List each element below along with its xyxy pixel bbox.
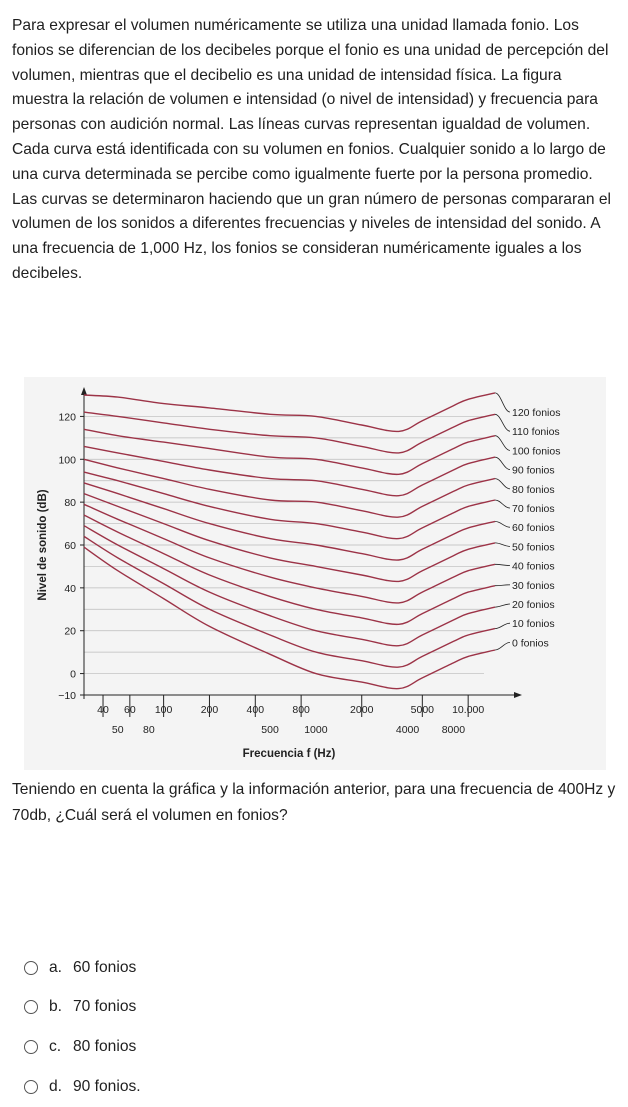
y-tick-label: 40 <box>64 583 76 595</box>
x-tick-label: 60 <box>124 704 136 716</box>
option-a[interactable]: a. 60 fonios <box>24 948 141 988</box>
x-tick-label: 500 <box>261 724 279 736</box>
loudness-curve <box>83 471 496 540</box>
option-b-letter: b. <box>49 998 63 1016</box>
curve-label: 100 fonios <box>512 445 560 457</box>
option-c-letter: c. <box>49 1037 62 1055</box>
curve-leader-line <box>494 584 511 587</box>
curve-leader-line <box>494 499 511 509</box>
option-c-radio[interactable] <box>24 1039 38 1054</box>
y-axis-arrow <box>81 387 87 395</box>
curve-label: 60 fonios <box>512 522 555 534</box>
x-tick-label: 50 <box>112 724 124 736</box>
curve-label: 80 fonios <box>512 484 555 496</box>
x-tick-label: 800 <box>292 704 310 716</box>
loudness-curve <box>83 535 496 668</box>
x-tick-label: 10.000 <box>452 704 484 716</box>
loudness-curve <box>83 428 496 476</box>
y-tick-label: 60 <box>64 540 76 552</box>
curve-leader-line <box>494 392 511 413</box>
loudness-curve <box>83 482 496 561</box>
option-a-radio[interactable] <box>24 960 38 975</box>
y-tick-label: 100 <box>58 454 76 466</box>
loudness-curve <box>83 445 496 497</box>
loudness-curve <box>83 525 496 647</box>
curve-leader-line <box>494 478 511 490</box>
x-tick-label: 4000 <box>396 724 420 736</box>
y-axis-title: Nivel de sonido (dB) <box>37 489 49 600</box>
option-b[interactable]: b. 70 fonios <box>24 988 141 1028</box>
x-tick-label: 8000 <box>442 724 466 736</box>
option-d-label: 90 fonios. <box>73 1077 141 1095</box>
option-d-letter: d. <box>49 1077 63 1095</box>
loudness-curve <box>83 492 496 583</box>
equal-loudness-chart: 120 100 80 60 40 20 0 −10 40 60 100 200 400 800 2000 50… <box>24 377 606 770</box>
curve-leader-line <box>494 622 511 629</box>
x-tick-label: 400 <box>247 704 265 716</box>
curve-label: 10 fonios <box>512 618 555 630</box>
curve-label: 40 fonios <box>512 561 555 573</box>
y-tick-label: −10 <box>58 690 76 702</box>
curve-leader-line <box>494 456 511 470</box>
x-tick-label: 80 <box>143 724 155 736</box>
loudness-curve <box>83 514 496 626</box>
curve-leader-line <box>494 413 511 432</box>
x-tick-label: 40 <box>97 704 109 716</box>
curve-leader-line <box>494 642 511 651</box>
option-b-radio[interactable] <box>24 1000 38 1015</box>
loudness-curve <box>83 411 496 454</box>
loudness-curve <box>83 392 496 433</box>
option-c-label: 80 fonios <box>73 1037 137 1055</box>
y-tick-label: 20 <box>64 626 76 638</box>
curve-leader-line <box>494 563 511 566</box>
curve-label: 90 fonios <box>512 465 555 477</box>
option-c[interactable]: c. 80 fonios <box>24 1027 141 1067</box>
loudness-curve <box>83 458 496 518</box>
intro-text: Para expresar el volumen numéricamente s… <box>12 17 611 282</box>
x-tick-label: 1000 <box>304 724 328 736</box>
curve-label: 110 fonios <box>512 426 560 438</box>
curve-leader-line <box>494 521 511 528</box>
x-axis-arrow <box>514 692 522 698</box>
option-d-radio[interactable] <box>24 1079 38 1094</box>
x-axis-title: Frecuencia f (Hz) <box>243 748 336 760</box>
curve-label: 0 fonios <box>512 637 549 649</box>
curve-leader-line <box>494 603 511 608</box>
answer-options: a. 60 fonios b. 70 fonios c. 80 fonios d… <box>24 948 141 1106</box>
y-tick-label: 0 <box>70 669 76 681</box>
loudness-curve <box>83 503 496 604</box>
x-tick-label: 5000 <box>411 704 435 716</box>
curve-leader-line <box>494 542 511 547</box>
curve-label: 30 fonios <box>512 580 555 592</box>
question-text: Teniendo en cuenta la gráfica y la infor… <box>12 781 616 824</box>
loudness-curve <box>83 546 496 690</box>
x-tick-label: 2000 <box>350 704 374 716</box>
curve-label: 120 fonios <box>512 407 560 419</box>
option-d[interactable]: d. 90 fonios. <box>24 1067 141 1107</box>
y-tick-label: 120 <box>58 411 76 423</box>
curve-label: 20 fonios <box>512 599 555 611</box>
curve-label: 70 fonios <box>512 503 555 515</box>
option-b-label: 70 fonios <box>73 998 137 1016</box>
option-a-letter: a. <box>49 958 63 976</box>
option-a-label: 60 fonios <box>73 958 137 976</box>
curve-label: 50 fonios <box>512 541 555 553</box>
y-tick-label: 80 <box>64 497 76 509</box>
x-tick-label: 100 <box>155 704 173 716</box>
curve-leader-line <box>494 435 511 451</box>
x-tick-label: 200 <box>201 704 219 716</box>
